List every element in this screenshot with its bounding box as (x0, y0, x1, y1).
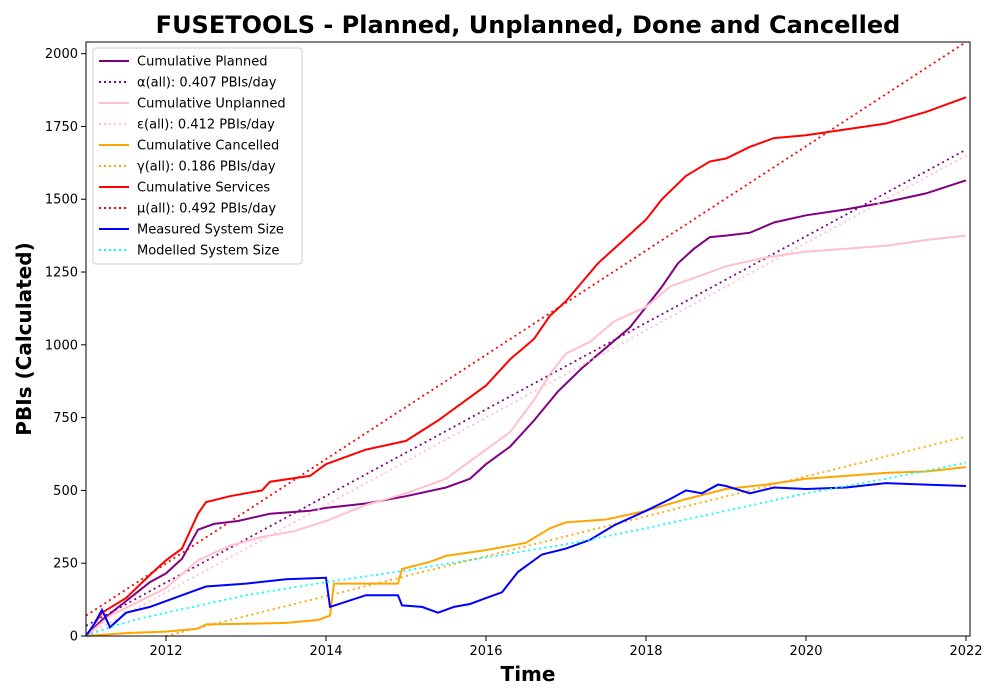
y-tick-label: 2000 (45, 47, 78, 62)
series-line-8 (85, 482, 967, 637)
y-tick-label: 1500 (45, 193, 78, 208)
legend-box (92, 47, 303, 265)
x-tick-label: 2014 (309, 644, 342, 659)
legend-label: μ(all): 0.492 PBIs/day (137, 202, 276, 217)
x-tick-label: 2022 (949, 644, 982, 659)
legend-label: γ(all): 0.186 PBIs/day (137, 160, 276, 175)
legend-label: ε(all): 0.412 PBIs/day (137, 118, 275, 133)
chart-title: FUSETOOLS - Planned, Unplanned, Done and… (156, 11, 901, 39)
y-tick-label: 1750 (45, 120, 78, 135)
y-tick-label: 500 (53, 484, 78, 499)
legend-label: Cumulative Unplanned (137, 97, 286, 112)
legend-label: Measured System Size (137, 223, 284, 238)
series-line-7 (85, 41, 967, 617)
x-tick-label: 2018 (629, 644, 662, 659)
y-tick-label: 0 (70, 630, 78, 645)
x-axis-label: Time (501, 662, 556, 686)
series-line-0 (85, 179, 967, 637)
legend-label: α(all): 0.407 PBIs/day (137, 76, 277, 91)
legend-label: Cumulative Services (137, 181, 270, 196)
legend-label: Cumulative Cancelled (137, 139, 279, 154)
axes-frame (85, 41, 971, 637)
y-tick-label: 1250 (45, 266, 78, 281)
y-tick-label: 750 (53, 411, 78, 426)
series-line-6 (85, 96, 967, 637)
legend-label: Modelled System Size (137, 244, 279, 259)
x-tick-label: 2020 (789, 644, 822, 659)
series-line-1 (85, 148, 967, 627)
series-line-3 (85, 154, 967, 637)
y-tick-label: 250 (53, 557, 78, 572)
series-line-2 (85, 234, 967, 637)
legend-label: Cumulative Planned (137, 55, 267, 70)
series-line-9 (85, 461, 967, 637)
x-tick-label: 2012 (149, 644, 182, 659)
y-axis-label: PBIs (Calculated) (12, 242, 36, 435)
y-tick-label: 1000 (45, 338, 78, 353)
x-tick-label: 2016 (469, 644, 502, 659)
